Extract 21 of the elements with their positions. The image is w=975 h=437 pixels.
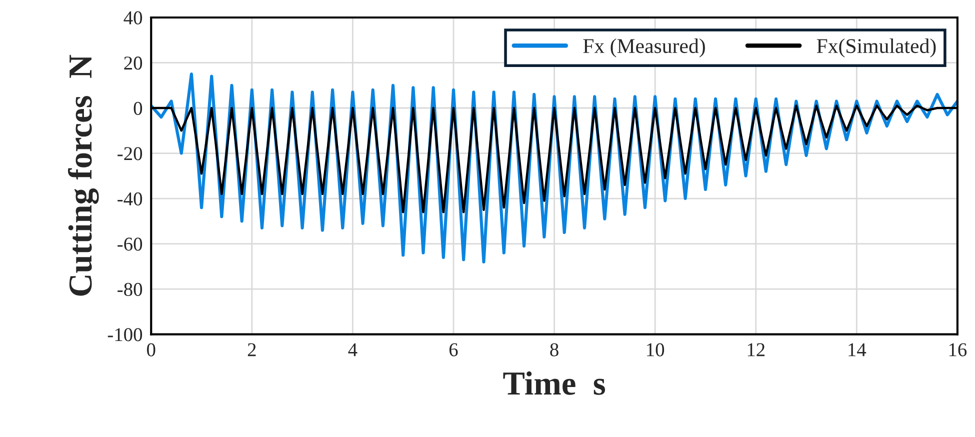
y-tick-label: 40 <box>124 11 142 24</box>
y-tick-label: -60 <box>118 238 142 251</box>
legend-label: Fx(Simulated) <box>816 38 936 58</box>
y-tick-label: -100 <box>108 328 142 342</box>
y-tick-label: -80 <box>118 282 142 296</box>
x-tick-label: 8 <box>550 343 558 356</box>
x-tick-label: 0 <box>147 343 156 356</box>
x-tick-label: 12 <box>748 343 765 356</box>
x-tick-label: 4 <box>348 343 358 356</box>
y-tick-label: 0 <box>134 102 142 115</box>
legend-label: Fx (Measured) <box>583 38 705 58</box>
y-tick-label: 20 <box>124 56 142 70</box>
x-axis-title: Time s <box>503 371 606 395</box>
y-axis-title: Cutting forces N <box>68 54 99 296</box>
x-tick-label: 16 <box>949 343 967 356</box>
y-tick-label: -40 <box>118 192 142 206</box>
x-tick-label: 2 <box>248 343 256 356</box>
x-tick-label: 6 <box>449 343 458 356</box>
x-tick-label: 10 <box>647 343 664 356</box>
y-tick-label: -20 <box>118 147 142 160</box>
x-tick-label: 14 <box>848 343 866 356</box>
